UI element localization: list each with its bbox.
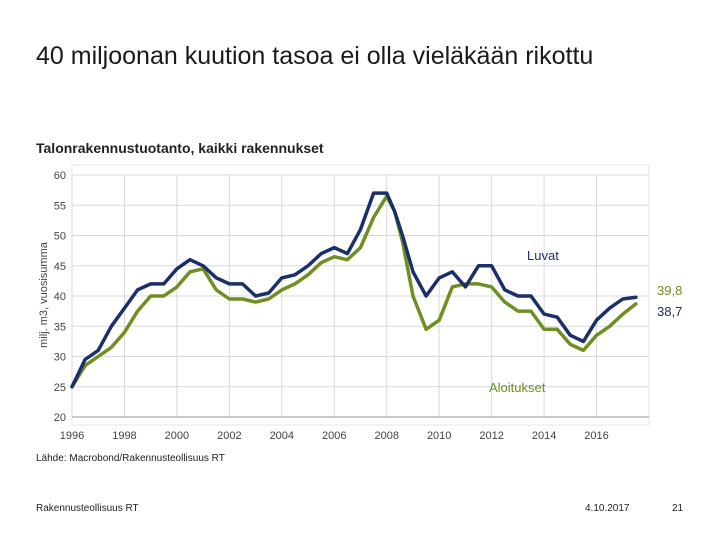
y-tick-label: 60	[54, 170, 66, 182]
end-value-luvat: 39,8	[657, 283, 682, 298]
series-line-luvat	[70, 191, 638, 389]
x-tick-label: 2008	[374, 430, 398, 442]
slide-title: 40 miljoonan kuution tasoa ei olla vielä…	[36, 42, 594, 70]
series-line-aloitukset	[70, 194, 638, 389]
y-tick-label: 55	[54, 200, 66, 212]
footer-left: Rakennusteollisuus RT	[36, 503, 139, 514]
x-tick-label: 2000	[165, 430, 189, 442]
source-note: Lähde: Macrobond/Rakennusteollisuus RT	[36, 453, 225, 464]
y-tick-label: 45	[54, 261, 66, 273]
y-tick-label: 30	[54, 352, 66, 364]
legend-label-luvat: Luvat	[527, 248, 559, 263]
chart-title: Talonrakennustuotanto, kaikki rakennukse…	[36, 140, 324, 156]
x-tick-label: 2010	[427, 430, 451, 442]
footer-date: 4.10.2017	[585, 503, 630, 514]
y-tick-label: 50	[54, 231, 66, 243]
x-tick-label: 2014	[532, 430, 556, 442]
grid-layer	[71, 174, 649, 418]
x-tick-label: 2004	[270, 430, 294, 442]
y-tick-label: 35	[54, 321, 66, 333]
y-tick-label: 40	[54, 291, 66, 303]
legend-label-aloitukset: Aloitukset	[489, 380, 546, 395]
y-axis-label: milj. m3, vuosisumma	[38, 241, 50, 348]
x-tick-label: 2012	[479, 430, 503, 442]
y-tick-label: 25	[54, 382, 66, 394]
y-tick-label: 20	[54, 412, 66, 424]
series-layer	[70, 191, 638, 389]
x-tick-label: 2016	[584, 430, 608, 442]
x-tick-label: 2006	[322, 430, 346, 442]
x-tick-label: 1996	[60, 430, 84, 442]
axis-layer: 20 25 30 35 40 45 50 55 60 1996 1998 2000 2002 2004 20…	[54, 170, 649, 442]
x-tick-label: 1998	[112, 430, 136, 442]
footer-page: 21	[672, 503, 684, 514]
end-value-aloitukset: 38,7	[657, 304, 682, 319]
x-tick-label: 2002	[217, 430, 241, 442]
